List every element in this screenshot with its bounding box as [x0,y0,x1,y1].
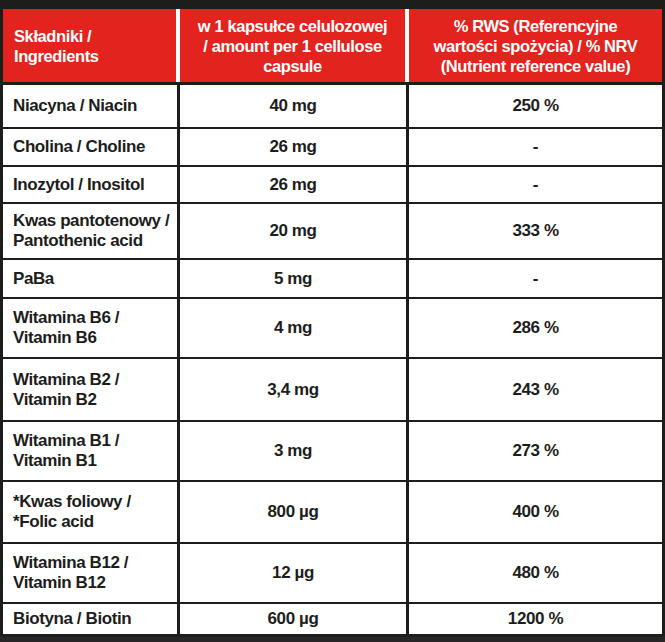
ingredient-name: PaBa [3,260,180,297]
ingredient-nrv: 273 % [409,422,662,480]
table-row-folic-acid: *Kwas foliowy / *Folic acid 800 µg 400 % [3,482,662,544]
ingredient-name: Inozytol / Inositol [3,167,180,202]
top-black-bar [0,0,665,9]
ingredient-nrv: 333 % [409,204,662,258]
ingredient-nrv: 1200 % [409,604,662,634]
ingredient-amount: 4 mg [180,299,409,357]
ingredient-amount: 40 mg [180,85,409,127]
ingredient-name: Witamina B6 / Vitamin B6 [3,299,180,357]
table-row-vitamin-b2: Witamina B2 / Vitamin B2 3,4 mg 243 % [3,359,662,422]
ingredient-nrv: 480 % [409,544,662,602]
ingredient-amount: 800 µg [180,482,409,542]
ingredient-nrv: - [409,167,662,202]
ingredient-amount: 26 mg [180,167,409,202]
ingredient-amount: 600 µg [180,604,409,634]
table-row-inositol: Inozytol / Inositol 26 mg - [3,167,662,204]
table-row-choline: Cholina / Choline 26 mg - [3,129,662,167]
table-body: Niacyna / Niacin 40 mg 250 % Cholina / C… [0,82,665,637]
table-row-vitamin-b1: Witamina B1 / Vitamin B1 3 mg 273 % [3,422,662,482]
table-row-paba: PaBa 5 mg - [3,260,662,299]
ingredient-amount: 26 mg [180,129,409,165]
ingredient-name: Cholina / Choline [3,129,180,165]
table-row-niacin: Niacyna / Niacin 40 mg 250 % [3,85,662,129]
ingredient-name: Kwas pantotenowy / Pantothenic acid [3,204,180,258]
table-header-row: Składniki / Ingredients w 1 kapsułce cel… [0,9,665,82]
header-ingredients: Składniki / Ingredients [3,9,180,82]
ingredient-name: Witamina B12 / Vitamin B12 [3,544,180,602]
ingredient-name: Biotyna / Biotin [3,604,180,634]
bottom-black-bar [0,637,665,642]
ingredient-amount: 12 µg [180,544,409,602]
ingredient-amount: 20 mg [180,204,409,258]
ingredient-nrv: - [409,260,662,297]
ingredient-nrv: 243 % [409,359,662,420]
ingredient-amount: 5 mg [180,260,409,297]
ingredient-amount: 3,4 mg [180,359,409,420]
header-nrv-percent: % RWS (Referencyjne wartości spożycia) /… [409,9,662,82]
header-amount-per-capsule: w 1 kapsułce celulozowej / amount per 1 … [180,9,409,82]
ingredient-nrv: 286 % [409,299,662,357]
ingredient-nrv: 400 % [409,482,662,542]
table-row-biotin: Biotyna / Biotin 600 µg 1200 % [3,604,662,637]
ingredient-name: Niacyna / Niacin [3,85,180,127]
table-row-vitamin-b12: Witamina B12 / Vitamin B12 12 µg 480 % [3,544,662,604]
ingredient-name: Witamina B2 / Vitamin B2 [3,359,180,420]
ingredient-nrv: - [409,129,662,165]
table-row-pantothenic-acid: Kwas pantotenowy / Pantothenic acid 20 m… [3,204,662,260]
table-row-vitamin-b6: Witamina B6 / Vitamin B6 4 mg 286 % [3,299,662,359]
ingredient-amount: 3 mg [180,422,409,480]
ingredient-name: *Kwas foliowy / *Folic acid [3,482,180,542]
ingredient-nrv: 250 % [409,85,662,127]
supplement-facts-label: Składniki / Ingredients w 1 kapsułce cel… [0,0,665,642]
ingredient-name: Witamina B1 / Vitamin B1 [3,422,180,480]
